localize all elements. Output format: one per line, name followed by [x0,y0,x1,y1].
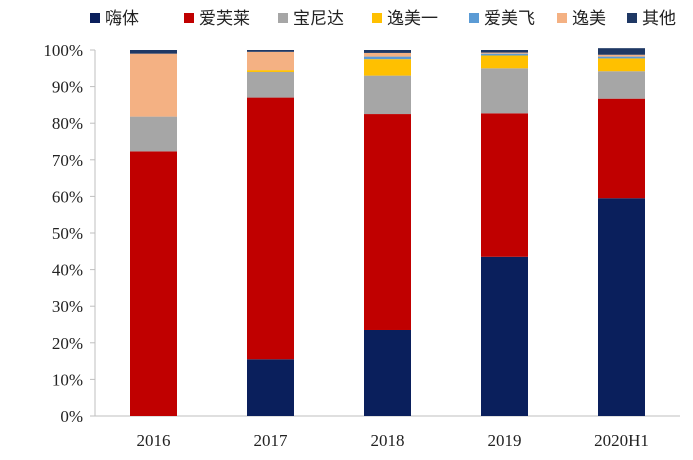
bar-segment [364,50,411,53]
bar-segment [364,56,411,60]
legend-swatch [469,13,479,23]
legend-label: 爱芙莱 [199,9,250,29]
bar-segment [481,53,528,56]
y-tick-label: 70% [52,151,83,170]
bar-segment [364,59,411,76]
legend-swatch [90,13,100,23]
x-axis: 2016 2017 2018 2019 2020H1 [95,415,680,450]
y-tick-label: 100% [43,41,83,60]
bar-segment [481,256,528,416]
y-tick-label: 90% [52,78,83,97]
x-tick-label: 2018 [371,431,405,450]
legend-swatch [184,13,194,23]
bar-segment [481,68,528,114]
legend-swatch [557,13,567,23]
bar-segment [130,53,177,117]
bar-stack-2017 [247,50,294,416]
x-tick-label: 2017 [254,431,289,450]
bar-segment [481,52,528,54]
bar-segment [247,359,294,416]
legend-item: 逸美一 [372,9,438,29]
bar-segment [247,50,294,52]
y-tick-label: 50% [52,224,83,243]
bar-segment [481,113,528,257]
bar-segment [364,75,411,115]
legend-swatch [278,13,288,23]
legend-item: 其他 [627,9,676,29]
bar-segment [247,97,294,360]
bar-segment [598,71,645,99]
bar-segment [247,51,294,71]
legend-label: 逸美一 [387,9,438,29]
legend-label: 宝尼达 [293,9,344,29]
bar-segment [130,116,177,152]
legend-swatch [627,13,637,23]
bar-segment [481,55,528,69]
legend-label: 逸美 [572,9,606,29]
bar-segment [130,151,177,416]
legend-label: 爱美飞 [484,9,535,29]
legend-label: 嗨体 [105,9,139,29]
legend-item: 嗨体 [90,9,139,29]
legend-item: 爱美飞 [469,9,535,29]
y-tick-label: 10% [52,370,83,389]
bar-segment [598,56,645,59]
legend-item: 逸美 [557,9,606,29]
bar-segment [364,114,411,330]
y-tick-label: 20% [52,334,83,353]
bar-segment [364,52,411,57]
bar-segment [481,50,528,53]
bar-segment [598,48,645,55]
x-tick-label: 2016 [137,431,171,450]
legend-item: 爱芙莱 [184,9,250,29]
legend: 嗨体 爱芙莱 宝尼达 逸美一 爱美飞 逸美 其他 [90,9,676,29]
bar-segment [247,71,294,98]
legend-label: 其他 [642,9,676,29]
bar-stack-2018 [364,50,411,416]
legend-item: 宝尼达 [278,9,344,29]
bars [130,48,645,416]
x-tick-label: 2020H1 [594,431,649,450]
bar-segment [598,98,645,199]
legend-swatch [372,13,382,23]
y-tick-label: 30% [52,297,83,316]
bar-segment [130,50,177,54]
y-axis: 0% 10% 20% 30% 40% 50% 60% 70% 80% 90% 100% [43,41,96,426]
y-tick-label: 60% [52,187,83,206]
x-tick-label: 2019 [488,431,522,450]
bar-stack-2020H1 [598,48,645,416]
bar-segment [598,198,645,416]
bar-segment [598,58,645,72]
bar-stack-2016 [130,50,177,416]
y-tick-label: 80% [52,114,83,133]
y-tick-label: 0% [60,407,83,426]
y-tick-label: 40% [52,261,83,280]
bar-segment [364,329,411,416]
bar-segment [598,54,645,57]
bar-stack-2019 [481,50,528,416]
bar-segment [247,70,294,72]
